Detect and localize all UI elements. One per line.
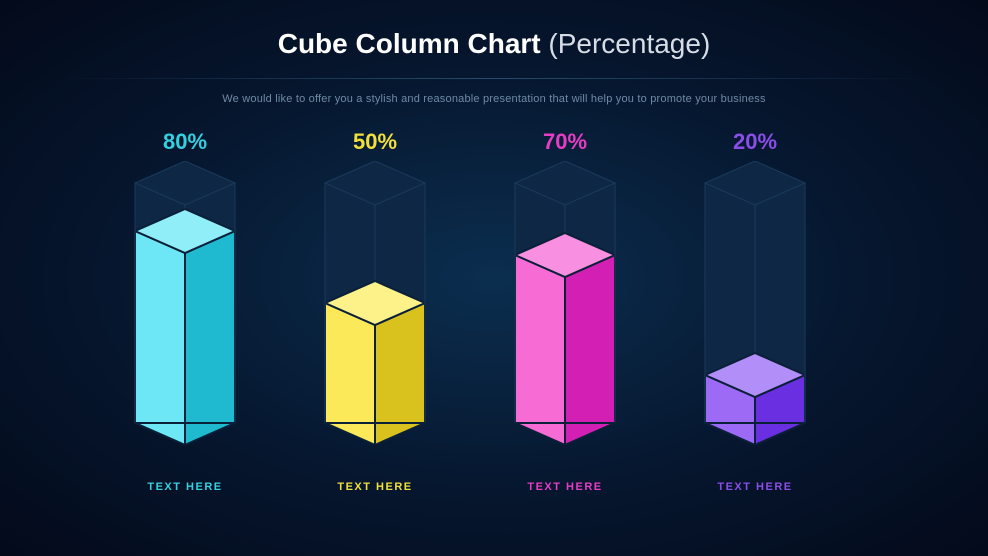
percent-label: 50%: [324, 129, 426, 155]
chart-column: 20%: [704, 161, 806, 445]
cube-column: [514, 161, 616, 445]
subtitle: We would like to offer you a stylish and…: [0, 93, 988, 105]
column-footer-label: TEXT HERE: [305, 481, 445, 493]
cube-column: [324, 161, 426, 445]
cube-column-chart: 80%TEXT HERE 50%TEXT HERE 70: [134, 155, 854, 515]
column-footer-label: TEXT HERE: [115, 481, 255, 493]
cube-column: [134, 161, 236, 445]
chart-column: 70%: [514, 161, 616, 445]
page-title: Cube Column Chart (Percentage): [0, 0, 988, 60]
chart-column: 50%: [324, 161, 426, 445]
column-footer-label: TEXT HERE: [495, 481, 635, 493]
column-footer-label: TEXT HERE: [685, 481, 825, 493]
title-light: (Percentage): [541, 28, 711, 59]
cube-column: [704, 161, 806, 445]
percent-label: 80%: [134, 129, 236, 155]
percent-label: 20%: [704, 129, 806, 155]
title-bold: Cube Column Chart: [278, 28, 541, 59]
chart-column: 80%: [134, 161, 236, 445]
title-divider: [54, 78, 934, 79]
percent-label: 70%: [514, 129, 616, 155]
